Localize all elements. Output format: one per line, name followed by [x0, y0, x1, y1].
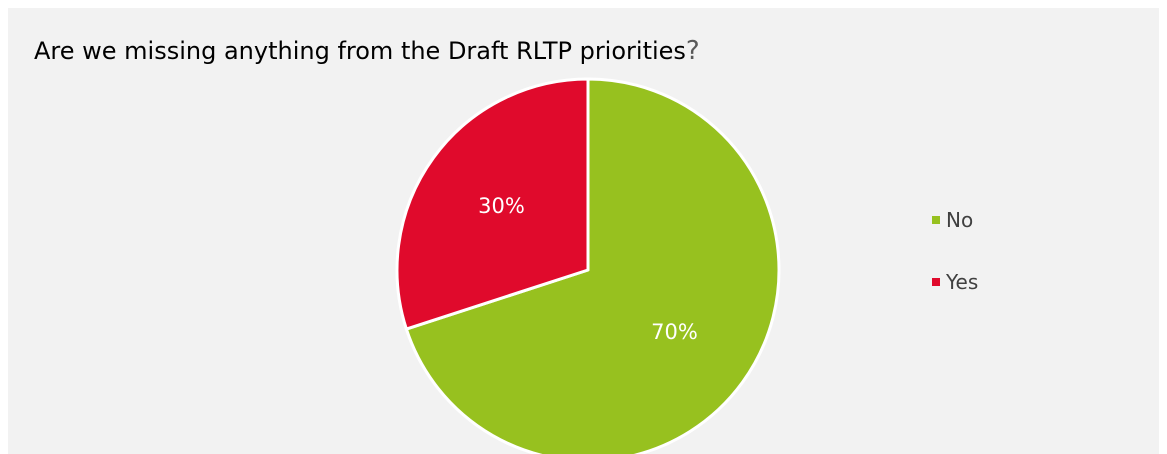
- legend-item-yes: Yes: [932, 270, 978, 294]
- legend-swatch-no: [932, 216, 940, 224]
- pie-slice-no: [404, 77, 781, 454]
- pie-chart: 70% 30%: [395, 77, 781, 454]
- legend-item-no: No: [932, 208, 973, 232]
- legend-swatch-yes: [932, 278, 940, 286]
- data-label-no: 70%: [651, 320, 698, 344]
- chart-title: Are we missing anything from the Draft R…: [34, 36, 700, 66]
- legend-label-no: No: [946, 208, 974, 232]
- data-label-yes: 30%: [478, 194, 525, 218]
- pie-slice-yes: [395, 77, 590, 331]
- chart-area: Are we missing anything from the Draft R…: [8, 8, 1159, 454]
- legend-label-yes: Yes: [946, 270, 979, 294]
